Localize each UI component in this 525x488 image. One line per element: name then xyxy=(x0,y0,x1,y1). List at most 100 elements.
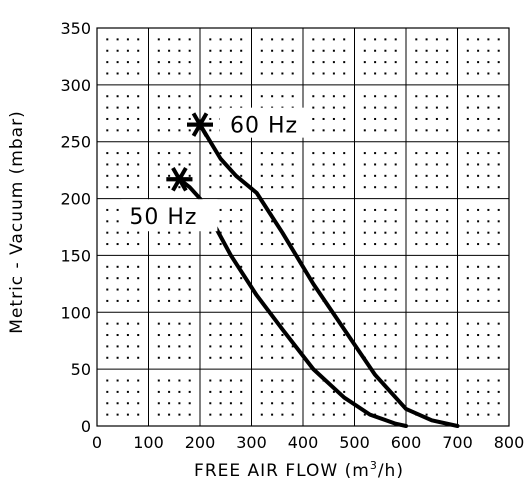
grid-dot xyxy=(271,208,274,211)
grid-dot xyxy=(229,288,232,291)
grid-dot xyxy=(240,49,243,52)
grid-dot xyxy=(137,413,140,416)
grid-dot xyxy=(291,163,294,166)
grid-dot xyxy=(219,288,222,291)
grid-dot xyxy=(116,129,119,132)
grid-dot xyxy=(219,72,222,75)
grid-dot xyxy=(363,379,366,382)
grid-dot xyxy=(477,243,480,246)
grid-dot xyxy=(487,322,490,325)
grid-dot xyxy=(477,265,480,268)
grid-dot xyxy=(363,345,366,348)
grid-dot xyxy=(497,413,500,416)
grid-dot xyxy=(322,334,325,337)
grid-dot xyxy=(394,277,397,280)
grid-dot xyxy=(106,299,109,302)
grid-dot xyxy=(477,390,480,393)
grid-dot xyxy=(487,174,490,177)
grid-dot xyxy=(466,334,469,337)
grid-dot xyxy=(188,72,191,75)
grid-dot xyxy=(332,174,335,177)
grid-dot xyxy=(271,277,274,280)
grid-dot xyxy=(126,299,129,302)
grid-dot xyxy=(209,152,212,155)
grid-dot xyxy=(435,413,438,416)
grid-dot xyxy=(384,72,387,75)
grid-dot xyxy=(466,129,469,132)
grid-dot xyxy=(312,117,315,120)
grid-dot xyxy=(363,390,366,393)
grid-dot xyxy=(363,174,366,177)
grid-dot xyxy=(466,322,469,325)
grid-dot xyxy=(384,174,387,177)
grid-dot xyxy=(332,390,335,393)
grid-dot xyxy=(240,379,243,382)
grid-dot xyxy=(157,61,160,64)
grid-dot xyxy=(415,129,418,132)
grid-dot xyxy=(343,288,346,291)
grid-dot xyxy=(188,288,191,291)
grid-dot xyxy=(209,49,212,52)
grid-dot xyxy=(312,163,315,166)
y-tick-label: 250 xyxy=(60,133,91,152)
grid-dot xyxy=(188,106,191,109)
grid-dot xyxy=(374,95,377,98)
grid-dot xyxy=(168,299,171,302)
grid-dot xyxy=(394,402,397,405)
grid-dot xyxy=(477,208,480,211)
grid-dot xyxy=(281,299,284,302)
grid-dot xyxy=(281,174,284,177)
grid-dot xyxy=(343,95,346,98)
grid-dot xyxy=(477,163,480,166)
grid-dot xyxy=(281,49,284,52)
grid-dot xyxy=(415,345,418,348)
grid-dot xyxy=(168,152,171,155)
grid-dot xyxy=(126,243,129,246)
grid-dot xyxy=(291,95,294,98)
grid-dot xyxy=(209,322,212,325)
grid-dot xyxy=(229,49,232,52)
grid-dot xyxy=(116,106,119,109)
grid-dot xyxy=(477,152,480,155)
grid-dot xyxy=(332,95,335,98)
grid-dot xyxy=(106,72,109,75)
grid-dot xyxy=(384,288,387,291)
grid-dot xyxy=(219,322,222,325)
grid-dot xyxy=(106,379,109,382)
grid-dot xyxy=(219,390,222,393)
grid-dot xyxy=(466,174,469,177)
grid-dot xyxy=(497,345,500,348)
grid-dot xyxy=(157,334,160,337)
grid-dot xyxy=(168,277,171,280)
grid-dot xyxy=(446,413,449,416)
grid-dot xyxy=(106,231,109,234)
grid-dot xyxy=(477,186,480,189)
grid-dot xyxy=(291,277,294,280)
grid-dot xyxy=(281,243,284,246)
grid-dot xyxy=(394,334,397,337)
grid-dot xyxy=(374,265,377,268)
grid-dot xyxy=(435,288,438,291)
grid-dot xyxy=(281,379,284,382)
series-line-60hz xyxy=(198,122,460,428)
grid-dot xyxy=(126,402,129,405)
grid-dot xyxy=(229,61,232,64)
grid-dot xyxy=(260,390,263,393)
grid-dot xyxy=(137,174,140,177)
grid-dot xyxy=(178,186,181,189)
grid-dot xyxy=(209,38,212,41)
grid-dot xyxy=(291,379,294,382)
grid-dot xyxy=(178,243,181,246)
grid-dot xyxy=(394,288,397,291)
grid-dot xyxy=(281,356,284,359)
grid-dot xyxy=(240,265,243,268)
grid-dot xyxy=(106,322,109,325)
y-tick-label: 150 xyxy=(60,246,91,265)
grid-dot xyxy=(425,117,428,120)
grid-dot xyxy=(322,61,325,64)
grid-dot xyxy=(137,72,140,75)
grid-dot xyxy=(466,163,469,166)
grid-dot xyxy=(229,402,232,405)
grid-dot xyxy=(260,106,263,109)
grid-dot xyxy=(374,379,377,382)
